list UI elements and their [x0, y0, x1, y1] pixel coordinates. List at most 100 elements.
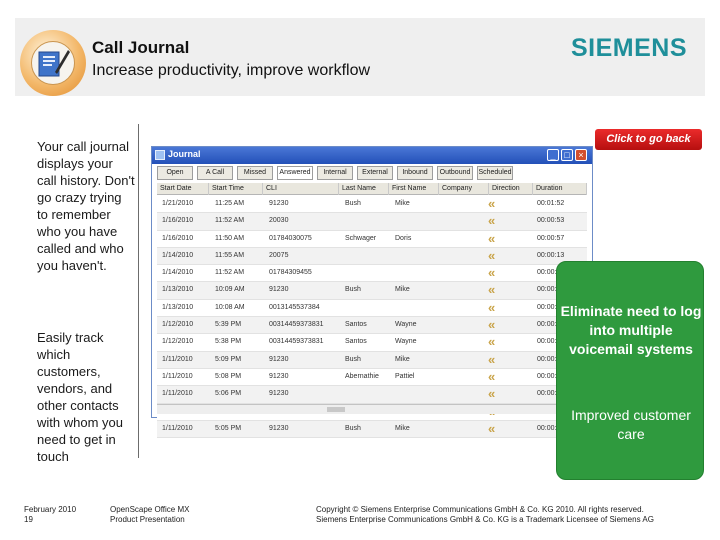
- table-row[interactable]: 1/14/2010 11:55 AM 20075 00:00:13 «: [157, 247, 587, 266]
- incoming-call-icon: «: [488, 420, 496, 436]
- cell-start-date: 1/14/2010: [162, 251, 194, 259]
- cell-cli: 91230: [269, 355, 289, 363]
- cell-start-time: 5:08 PM: [215, 372, 242, 380]
- column-header-duration[interactable]: Duration: [533, 183, 587, 195]
- go-back-button[interactable]: Click to go back: [595, 129, 702, 150]
- maximize-icon[interactable]: □: [561, 149, 573, 161]
- table-row[interactable]: 1/21/2010 11:25 AM 91230 Bush Mike 00:01:52 «: [157, 196, 587, 214]
- incoming-call-icon: «: [488, 247, 496, 263]
- incoming-call-icon: «: [488, 265, 496, 281]
- journal-badge-icon: [20, 30, 86, 96]
- cell-last-name: Schwager: [345, 234, 377, 242]
- cell-cli: 20075: [269, 251, 289, 259]
- cell-duration: 00:00:57: [537, 234, 565, 242]
- footer-date: February 2010: [24, 505, 77, 514]
- minimize-icon[interactable]: _: [547, 149, 559, 161]
- cell-start-time: 11:52 AM: [215, 269, 245, 277]
- cell-first-name: Wayne: [395, 338, 417, 346]
- cell-duration: 00:01:52: [537, 200, 565, 207]
- vertical-divider: [138, 124, 139, 458]
- tab-scheduled[interactable]: Scheduled: [477, 166, 513, 180]
- horizontal-scrollbar[interactable]: [157, 404, 587, 414]
- window-titlebar[interactable]: Journal _ □ ×: [152, 147, 592, 164]
- cell-start-time: 11:52 AM: [215, 217, 245, 225]
- footer-page-number: 19: [24, 515, 33, 524]
- cell-start-time: 10:09 AM: [215, 286, 245, 294]
- column-header-company[interactable]: Company: [439, 183, 489, 195]
- cell-cli: 00314459373831: [269, 338, 324, 346]
- cell-start-date: 1/11/2010: [162, 390, 193, 398]
- journal-app-icon: [155, 150, 165, 160]
- table-row[interactable]: 1/11/2010 5:06 PM 91230 00:00:13 «: [157, 386, 587, 404]
- column-header-cli[interactable]: CLI: [263, 183, 339, 195]
- cell-start-date: 1/11/2010: [162, 372, 193, 380]
- cell-start-time: 5:39 PM: [215, 321, 242, 329]
- table-header: Start Date Start Time CLI Last Name Firs…: [157, 183, 587, 195]
- footer-copyright: Copyright © Siemens Enterprise Communica…: [316, 505, 644, 514]
- cell-start-date: 1/12/2010: [162, 338, 194, 346]
- tab-open[interactable]: Open: [157, 166, 193, 180]
- siemens-logo: SIEMENS: [571, 34, 688, 62]
- tab-internal[interactable]: Internal: [317, 166, 353, 180]
- tracking-paragraph: Easily track which customers, vendors, a…: [37, 330, 123, 464]
- cell-start-date: 1/16/2010: [162, 217, 194, 225]
- cell-cli: 0013145537384: [269, 303, 320, 311]
- incoming-call-icon: «: [488, 334, 496, 350]
- journal-window: Journal _ □ × Open A Call Missed Answere…: [151, 146, 593, 439]
- tab-inbound[interactable]: Inbound: [397, 166, 433, 180]
- tab-outbound[interactable]: Outbound: [437, 166, 473, 180]
- cell-start-date: 1/11/2010: [162, 355, 193, 363]
- cell-cli: 91230: [269, 390, 289, 398]
- cell-start-time: 11:25 AM: [215, 200, 245, 207]
- table-row[interactable]: 1/13/2010 10:08 AM 0013145537384 00:00:13 «: [157, 299, 587, 318]
- column-header-direction[interactable]: Direction: [489, 183, 533, 195]
- intro-paragraph: Your call journal displays your call his…: [37, 139, 135, 273]
- tab-a-call[interactable]: A Call: [197, 166, 233, 180]
- tab-answered[interactable]: Answered: [277, 166, 313, 180]
- cell-duration: 00:00:13: [537, 390, 565, 398]
- close-icon[interactable]: ×: [575, 149, 587, 161]
- cell-start-date: 1/16/2010: [162, 234, 194, 242]
- cell-cli: 91230: [269, 286, 289, 294]
- column-header-start-date[interactable]: Start Date: [157, 183, 209, 195]
- cell-cli: 91230: [269, 372, 289, 380]
- table-row[interactable]: 1/12/2010 5:38 PM 00314459373831 Santos Wayn…: [157, 334, 587, 352]
- page-subtitle: Increase productivity, improve workflow: [92, 62, 371, 79]
- cell-cli: 91230: [269, 424, 289, 432]
- cell-duration: 00:00:13: [537, 303, 565, 311]
- cell-first-name: Doris: [395, 234, 412, 242]
- table-row[interactable]: 1/11/2010 5:09 PM 91230 Bush Mike 00:00:13 «: [157, 351, 587, 369]
- callout-benefit-voicemail: Eliminate need to log into multiple voic…: [560, 303, 702, 357]
- table-row[interactable]: 1/11/2010 5:08 PM 91230 Abernathie Pattiel 00…: [157, 368, 587, 387]
- header-bar: [15, 18, 705, 96]
- incoming-call-icon: «: [488, 213, 496, 229]
- cell-cli: 00314459373831: [269, 321, 324, 329]
- incoming-call-icon: «: [488, 351, 496, 367]
- column-header-last-name[interactable]: Last Name: [339, 183, 389, 195]
- incoming-call-icon: «: [488, 317, 496, 333]
- journal-tabs: Open A Call Missed Answered Internal Ext…: [157, 166, 587, 180]
- footer-trademark: Siemens Enterprise Communications GmbH &…: [316, 515, 654, 524]
- scrollbar-thumb[interactable]: [327, 407, 345, 412]
- cell-duration: 00:00:13: [537, 269, 565, 277]
- column-header-first-name[interactable]: First Name: [389, 183, 439, 195]
- cell-last-name: Santos: [345, 321, 367, 329]
- table-row[interactable]: 1/11/2010 5:05 PM 91230 Bush Mike 00:00:13 «: [157, 420, 587, 439]
- table-row[interactable]: 1/16/2010 11:50 AM 01784030075 Schwager Dori…: [157, 230, 587, 248]
- tab-missed[interactable]: Missed: [237, 166, 273, 180]
- cell-start-time: 11:55 AM: [215, 251, 245, 259]
- table-row[interactable]: 1/13/2010 10:09 AM 91230 Bush Mike 00:00:13 «: [157, 282, 587, 300]
- cell-last-name: Bush: [345, 286, 361, 294]
- footer-product: OpenScape Office MX: [110, 505, 190, 514]
- tab-external[interactable]: External: [357, 166, 393, 180]
- cell-last-name: Bush: [345, 424, 361, 432]
- table-row[interactable]: 1/12/2010 5:39 PM 00314459373831 Santos Wayn…: [157, 317, 587, 335]
- cell-start-date: 1/12/2010: [162, 321, 194, 329]
- cell-duration: 00:00:13: [537, 321, 565, 329]
- cell-duration: 00:00:13: [537, 355, 565, 363]
- table-row[interactable]: 1/14/2010 11:52 AM 01784309455 00:00:13 «: [157, 265, 587, 283]
- cell-cli: 20030: [269, 217, 289, 225]
- cell-start-time: 5:38 PM: [215, 338, 242, 346]
- table-row[interactable]: 1/16/2010 11:52 AM 20030 00:00:53 «: [157, 213, 587, 231]
- column-header-start-time[interactable]: Start Time: [209, 183, 263, 195]
